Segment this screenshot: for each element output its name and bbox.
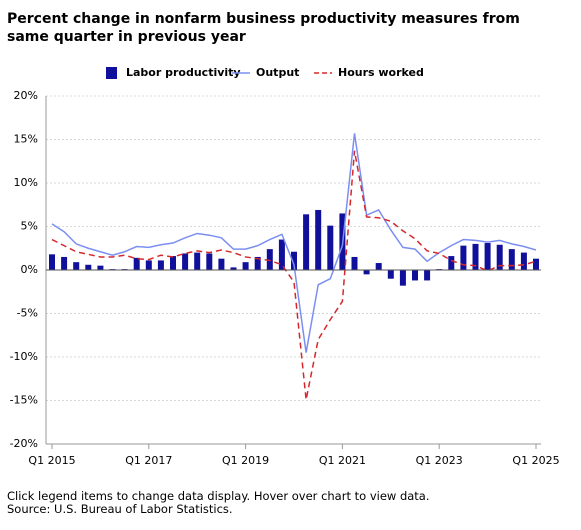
bar [448, 256, 455, 270]
legend-item[interactable]: Labor productivity [106, 66, 241, 79]
legend-item[interactable]: Output [232, 66, 299, 79]
bar [242, 262, 249, 270]
notes: Click legend items to change data displa… [7, 490, 430, 516]
bar [508, 249, 515, 270]
line [51, 133, 537, 353]
bar [218, 258, 225, 270]
bar [399, 270, 406, 286]
bar [278, 239, 285, 270]
bar [472, 243, 479, 270]
bar [170, 256, 176, 270]
y-tick-label: -5% [17, 307, 38, 320]
bar [496, 244, 503, 270]
bar [484, 243, 491, 270]
x-tick-label: Q1 2017 [125, 454, 172, 467]
bar [73, 262, 80, 270]
y-tick-label: 15% [14, 133, 38, 146]
bar [363, 270, 370, 275]
bar [327, 225, 334, 270]
bar [61, 256, 68, 270]
line [51, 150, 537, 400]
legend-label: Output [256, 66, 299, 79]
bar [157, 260, 164, 270]
x-tick-label: Q1 2025 [512, 454, 559, 467]
x-tick-label: Q1 2021 [319, 454, 366, 467]
y-tick-label: -20% [10, 437, 38, 450]
bar [206, 253, 213, 270]
x-tick-label: Q1 2019 [222, 454, 269, 467]
y-tick-label: 20% [14, 89, 38, 102]
bar [182, 253, 189, 270]
legend-swatch [106, 67, 117, 79]
bar [254, 256, 261, 270]
bar [291, 251, 297, 270]
y-tick-label: 5% [21, 220, 38, 233]
bar [460, 245, 467, 270]
bar [424, 270, 431, 281]
y-tick-label: -15% [10, 394, 38, 407]
bar [387, 270, 394, 279]
y-tick-label: 10% [14, 176, 38, 189]
x-tick-label: Q1 2023 [416, 454, 463, 467]
bar [133, 257, 140, 270]
bar [49, 254, 55, 270]
bar [520, 252, 527, 270]
note: Source: U.S. Bureau of Labor Statistics. [7, 502, 233, 516]
legend-label: Labor productivity [126, 66, 241, 79]
bar [194, 252, 201, 270]
chart: -20% -15% -10% -5% 0% 5% 10% 15% 20% Q1 2015 Q1 20… [10, 66, 560, 467]
legend-item[interactable]: Hours worked [314, 66, 424, 79]
chart-title: Percent change in nonfarm business produ… [7, 11, 520, 45]
bar [351, 256, 358, 270]
bar [266, 249, 273, 270]
bar [97, 265, 104, 270]
bar [412, 270, 418, 281]
y-tick-label: -10% [10, 350, 38, 363]
legend-label: Hours worked [338, 66, 424, 79]
bar [85, 264, 92, 270]
y-tick-label: 0% [21, 263, 38, 276]
bar [230, 267, 237, 270]
bar [315, 209, 322, 270]
bar [303, 214, 310, 270]
note: Click legend items to change data displa… [7, 489, 430, 503]
bar [375, 263, 382, 270]
x-tick-label: Q1 2015 [28, 454, 75, 467]
bar [145, 260, 152, 270]
bar [533, 258, 539, 270]
